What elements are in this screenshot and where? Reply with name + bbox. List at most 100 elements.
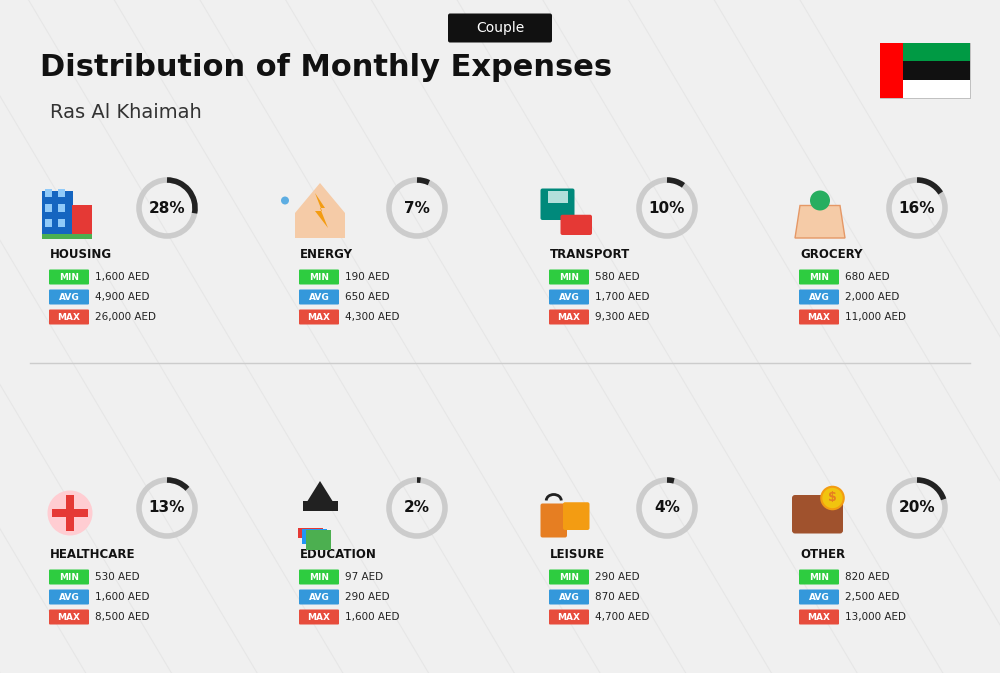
- Text: LEISURE: LEISURE: [550, 548, 605, 561]
- Text: 13,000 AED: 13,000 AED: [845, 612, 906, 622]
- Circle shape: [48, 491, 92, 536]
- Text: 290 AED: 290 AED: [595, 572, 640, 582]
- FancyBboxPatch shape: [58, 204, 65, 212]
- Text: 650 AED: 650 AED: [345, 292, 390, 302]
- Text: MAX: MAX: [558, 312, 580, 322]
- Text: AVG: AVG: [59, 293, 79, 302]
- Text: 26,000 AED: 26,000 AED: [95, 312, 156, 322]
- FancyBboxPatch shape: [45, 189, 52, 197]
- FancyBboxPatch shape: [42, 234, 92, 240]
- FancyBboxPatch shape: [49, 310, 89, 324]
- FancyBboxPatch shape: [72, 205, 92, 236]
- Circle shape: [281, 197, 289, 205]
- FancyBboxPatch shape: [49, 289, 89, 304]
- Text: AVG: AVG: [809, 293, 829, 302]
- FancyBboxPatch shape: [880, 43, 902, 98]
- FancyBboxPatch shape: [45, 219, 52, 227]
- Text: AVG: AVG: [59, 592, 79, 602]
- Text: 10%: 10%: [649, 201, 685, 215]
- FancyBboxPatch shape: [549, 610, 589, 625]
- FancyBboxPatch shape: [880, 43, 970, 98]
- Text: 1,600 AED: 1,600 AED: [95, 272, 150, 282]
- Circle shape: [821, 487, 844, 509]
- Text: Ras Al Khaimah: Ras Al Khaimah: [50, 104, 202, 122]
- Text: AVG: AVG: [559, 592, 579, 602]
- Text: MIN: MIN: [809, 273, 829, 281]
- Text: 820 AED: 820 AED: [845, 572, 890, 582]
- Text: MIN: MIN: [809, 573, 829, 581]
- Text: Distribution of Monthly Expenses: Distribution of Monthly Expenses: [40, 53, 612, 83]
- Text: MIN: MIN: [559, 273, 579, 281]
- Text: MIN: MIN: [59, 573, 79, 581]
- FancyBboxPatch shape: [549, 590, 589, 604]
- Text: MIN: MIN: [309, 573, 329, 581]
- Circle shape: [810, 190, 830, 211]
- Polygon shape: [795, 205, 845, 238]
- FancyBboxPatch shape: [49, 569, 89, 584]
- Text: MIN: MIN: [309, 273, 329, 281]
- FancyBboxPatch shape: [880, 61, 970, 79]
- FancyBboxPatch shape: [799, 289, 839, 304]
- FancyBboxPatch shape: [299, 569, 339, 584]
- FancyBboxPatch shape: [880, 43, 970, 61]
- Text: 2,000 AED: 2,000 AED: [845, 292, 899, 302]
- FancyBboxPatch shape: [302, 529, 326, 544]
- Polygon shape: [308, 481, 332, 501]
- Text: 870 AED: 870 AED: [595, 592, 640, 602]
- FancyBboxPatch shape: [540, 188, 574, 220]
- Text: AVG: AVG: [309, 592, 329, 602]
- Text: $: $: [828, 491, 837, 505]
- FancyBboxPatch shape: [299, 289, 339, 304]
- Polygon shape: [315, 193, 328, 228]
- FancyBboxPatch shape: [58, 189, 65, 197]
- Text: 4,700 AED: 4,700 AED: [595, 612, 650, 622]
- Text: 290 AED: 290 AED: [345, 592, 390, 602]
- FancyBboxPatch shape: [548, 190, 568, 203]
- FancyBboxPatch shape: [306, 530, 330, 550]
- FancyBboxPatch shape: [799, 269, 839, 285]
- FancyBboxPatch shape: [549, 269, 589, 285]
- Text: MAX: MAX: [808, 312, 830, 322]
- Text: 97 AED: 97 AED: [345, 572, 383, 582]
- FancyBboxPatch shape: [42, 190, 73, 236]
- FancyBboxPatch shape: [298, 528, 322, 538]
- Text: 28%: 28%: [149, 201, 185, 215]
- Text: HOUSING: HOUSING: [50, 248, 112, 262]
- FancyBboxPatch shape: [563, 502, 590, 530]
- FancyBboxPatch shape: [299, 610, 339, 625]
- Text: 9,300 AED: 9,300 AED: [595, 312, 650, 322]
- FancyBboxPatch shape: [549, 289, 589, 304]
- Text: OTHER: OTHER: [800, 548, 845, 561]
- FancyBboxPatch shape: [540, 503, 567, 538]
- FancyBboxPatch shape: [549, 310, 589, 324]
- FancyBboxPatch shape: [299, 310, 339, 324]
- Text: 8,500 AED: 8,500 AED: [95, 612, 150, 622]
- Text: TRANSPORT: TRANSPORT: [550, 248, 630, 262]
- Text: 530 AED: 530 AED: [95, 572, 140, 582]
- Text: 4,300 AED: 4,300 AED: [345, 312, 400, 322]
- Text: 16%: 16%: [899, 201, 935, 215]
- FancyBboxPatch shape: [45, 204, 52, 212]
- Text: AVG: AVG: [809, 592, 829, 602]
- Text: MAX: MAX: [808, 612, 830, 621]
- Polygon shape: [295, 183, 345, 238]
- Text: 4,900 AED: 4,900 AED: [95, 292, 150, 302]
- Text: 190 AED: 190 AED: [345, 272, 390, 282]
- Text: 580 AED: 580 AED: [595, 272, 640, 282]
- FancyBboxPatch shape: [549, 569, 589, 584]
- FancyBboxPatch shape: [58, 219, 65, 227]
- Text: MIN: MIN: [559, 573, 579, 581]
- FancyBboxPatch shape: [299, 269, 339, 285]
- FancyBboxPatch shape: [448, 13, 552, 42]
- FancyBboxPatch shape: [49, 590, 89, 604]
- FancyBboxPatch shape: [52, 509, 88, 517]
- Text: MAX: MAX: [58, 312, 80, 322]
- FancyBboxPatch shape: [799, 310, 839, 324]
- Text: AVG: AVG: [559, 293, 579, 302]
- Text: MIN: MIN: [59, 273, 79, 281]
- Text: MAX: MAX: [308, 312, 330, 322]
- Text: 7%: 7%: [404, 201, 430, 215]
- Text: 13%: 13%: [149, 501, 185, 516]
- FancyBboxPatch shape: [799, 590, 839, 604]
- Text: GROCERY: GROCERY: [800, 248, 862, 262]
